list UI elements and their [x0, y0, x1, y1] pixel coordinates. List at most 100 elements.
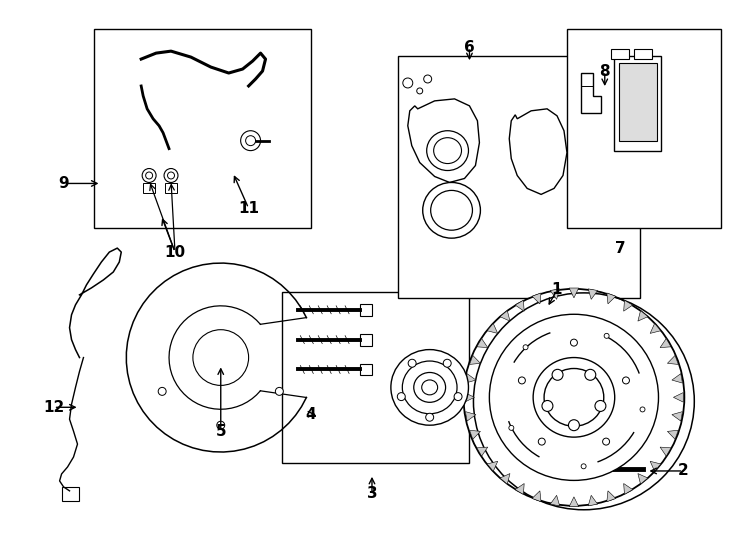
Ellipse shape	[434, 138, 462, 164]
Ellipse shape	[473, 293, 694, 510]
Polygon shape	[550, 495, 559, 506]
Bar	[360, 334, 372, 346]
Polygon shape	[667, 355, 678, 364]
Bar	[283, 292, 470, 463]
Ellipse shape	[431, 191, 473, 230]
Polygon shape	[667, 430, 678, 439]
Bar	[95, 29, 311, 228]
Circle shape	[595, 401, 606, 411]
Polygon shape	[515, 483, 524, 495]
Text: 9: 9	[58, 176, 69, 191]
Text: 8: 8	[600, 64, 610, 78]
Polygon shape	[465, 411, 476, 421]
Circle shape	[397, 393, 405, 401]
Polygon shape	[638, 310, 648, 321]
Circle shape	[509, 426, 514, 430]
Circle shape	[622, 377, 630, 384]
Polygon shape	[532, 293, 541, 304]
Polygon shape	[624, 483, 633, 495]
Text: 3: 3	[367, 487, 377, 501]
Ellipse shape	[422, 380, 437, 395]
Circle shape	[142, 168, 156, 183]
Circle shape	[518, 377, 526, 384]
Circle shape	[552, 369, 563, 380]
Circle shape	[604, 333, 609, 339]
Polygon shape	[673, 393, 683, 402]
Text: 10: 10	[164, 245, 186, 260]
Circle shape	[417, 88, 423, 94]
Bar	[611, 49, 628, 59]
Circle shape	[603, 438, 609, 445]
Text: 12: 12	[43, 400, 65, 415]
Polygon shape	[465, 393, 474, 402]
Polygon shape	[470, 355, 481, 364]
Text: 4: 4	[305, 407, 316, 422]
Circle shape	[217, 421, 225, 429]
Bar	[633, 49, 652, 59]
Bar	[619, 63, 656, 140]
Circle shape	[241, 131, 261, 151]
Ellipse shape	[402, 361, 457, 414]
Bar	[360, 363, 372, 375]
Polygon shape	[470, 430, 481, 439]
Text: 2: 2	[678, 463, 688, 478]
Bar	[398, 56, 639, 298]
Polygon shape	[672, 374, 683, 383]
Polygon shape	[660, 339, 671, 348]
Ellipse shape	[426, 131, 468, 171]
Circle shape	[167, 172, 175, 179]
Polygon shape	[477, 447, 488, 456]
Polygon shape	[660, 447, 671, 456]
Polygon shape	[487, 461, 498, 471]
Circle shape	[443, 359, 451, 367]
Polygon shape	[569, 497, 578, 507]
Bar	[165, 184, 177, 193]
Circle shape	[568, 420, 579, 431]
Circle shape	[585, 369, 596, 380]
Circle shape	[542, 401, 553, 411]
Polygon shape	[607, 293, 616, 304]
Polygon shape	[569, 288, 578, 298]
Ellipse shape	[463, 289, 684, 506]
Polygon shape	[588, 495, 597, 506]
Circle shape	[403, 78, 413, 88]
Circle shape	[639, 465, 646, 472]
Polygon shape	[624, 300, 633, 311]
Polygon shape	[500, 474, 510, 484]
Polygon shape	[500, 310, 510, 321]
Ellipse shape	[544, 368, 604, 426]
Circle shape	[454, 393, 462, 401]
Circle shape	[523, 345, 528, 350]
Polygon shape	[515, 300, 524, 311]
Ellipse shape	[423, 183, 481, 238]
Polygon shape	[487, 323, 498, 333]
Text: 6: 6	[464, 39, 475, 55]
Circle shape	[538, 438, 545, 445]
Polygon shape	[408, 99, 479, 183]
Polygon shape	[509, 109, 567, 194]
Polygon shape	[581, 73, 601, 113]
Circle shape	[581, 464, 586, 469]
Bar	[614, 56, 661, 151]
Bar	[567, 29, 722, 228]
Circle shape	[426, 413, 434, 421]
Bar	[62, 487, 79, 501]
Polygon shape	[607, 491, 616, 502]
Polygon shape	[477, 339, 488, 348]
Polygon shape	[550, 289, 559, 299]
Circle shape	[424, 75, 432, 83]
Ellipse shape	[490, 314, 658, 481]
Circle shape	[640, 407, 645, 412]
Circle shape	[145, 172, 153, 179]
Circle shape	[164, 168, 178, 183]
Circle shape	[275, 387, 283, 395]
Circle shape	[635, 462, 650, 476]
Text: 1: 1	[552, 282, 562, 298]
Text: 11: 11	[238, 201, 259, 216]
Bar	[360, 304, 372, 316]
Text: 5: 5	[216, 424, 226, 438]
Circle shape	[159, 387, 166, 395]
Polygon shape	[638, 474, 648, 484]
Polygon shape	[465, 374, 476, 383]
Polygon shape	[672, 411, 683, 421]
